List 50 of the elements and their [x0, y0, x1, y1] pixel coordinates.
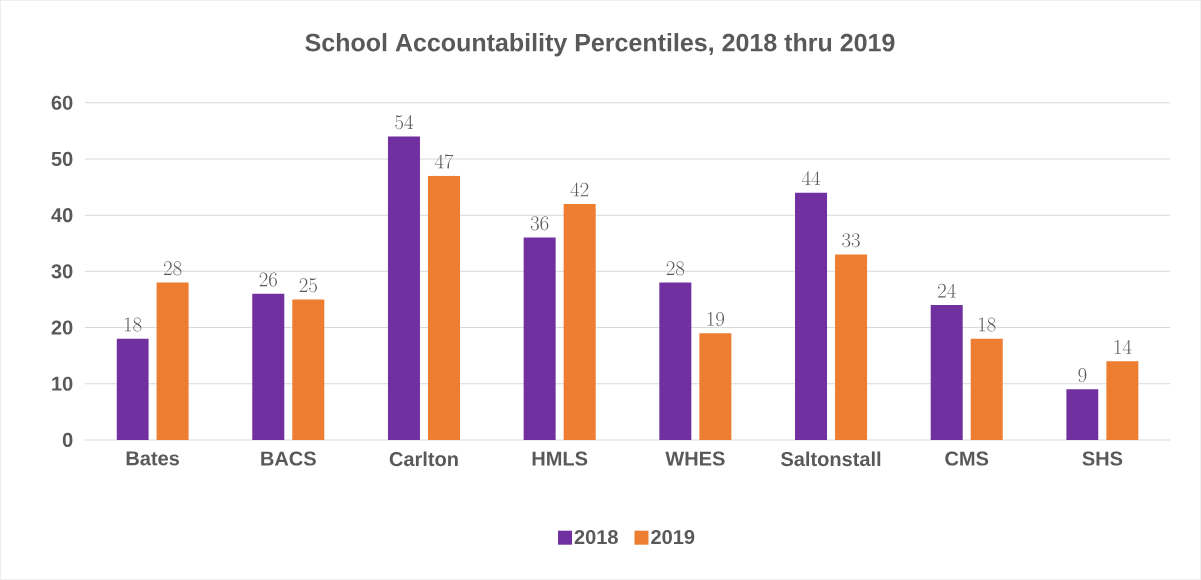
bar [387, 136, 420, 441]
chart-title: School Accountability Percentiles, 2018 thru 2019 [305, 33, 895, 57]
x-tick-label: CMS [945, 451, 989, 466]
data-label: 26 [259, 272, 277, 287]
y-tick-label: 50 [51, 152, 73, 167]
data-label: 18 [979, 317, 996, 332]
bar [795, 192, 828, 441]
bar [1066, 389, 1099, 441]
x-tick-label: WHES [665, 451, 725, 466]
data-label: 24 [938, 283, 956, 298]
bar [156, 282, 189, 441]
bar [292, 299, 325, 441]
legend-label: 2019 [651, 530, 695, 545]
x-tick-label: HMLS [532, 451, 588, 466]
y-tick-label: 0 [62, 433, 73, 448]
bar [427, 175, 460, 441]
bar [523, 237, 556, 441]
bar [970, 338, 1003, 441]
bar [563, 204, 596, 441]
x-tick-label: SHS [1082, 451, 1123, 466]
bar [930, 305, 963, 441]
data-label: 28 [666, 261, 685, 276]
data-label: 54 [395, 115, 414, 130]
data-label: 18 [124, 317, 142, 332]
data-label: 33 [842, 233, 860, 248]
data-label: 19 [707, 312, 725, 327]
bar [835, 254, 868, 441]
y-tick-label: 30 [51, 264, 73, 279]
data-label: 14 [1114, 340, 1132, 354]
y-tick-label: 20 [51, 320, 73, 335]
data-label: 42 [570, 182, 589, 197]
x-tick-label: BACS [261, 451, 316, 466]
legend-label: 2018 [574, 530, 618, 545]
x-tick-label: Carlton [389, 451, 458, 467]
bar [116, 338, 149, 441]
data-label: 44 [801, 171, 821, 186]
data-label: 28 [163, 261, 182, 276]
bar [252, 293, 285, 441]
bar [699, 333, 732, 441]
data-label: 9 [1078, 368, 1087, 383]
bar [659, 282, 692, 441]
y-tick-label: 60 [51, 95, 73, 110]
data-label: 47 [434, 154, 454, 169]
data-label: 36 [530, 216, 549, 231]
x-tick-label: Bates [126, 451, 180, 466]
data-label: 25 [299, 278, 317, 293]
y-tick-label: 10 [52, 376, 73, 391]
y-tick-label: 40 [51, 208, 73, 223]
x-tick-label: Saltonstall [781, 451, 881, 467]
bar [1106, 361, 1139, 441]
